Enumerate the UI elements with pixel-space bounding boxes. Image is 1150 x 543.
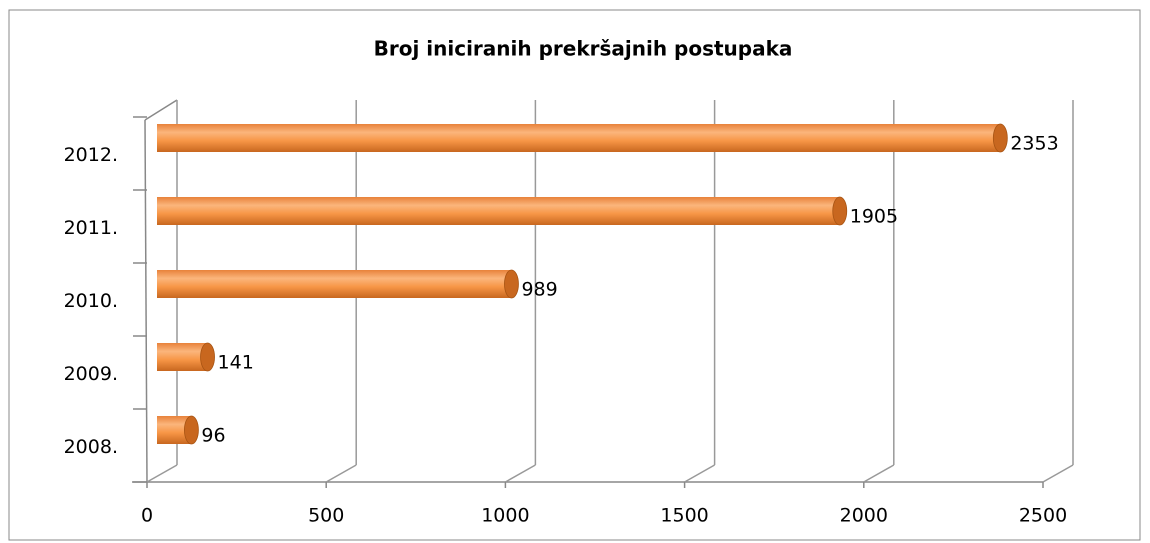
value-label: 1905 — [850, 206, 898, 228]
x-tick-label: 1000 — [481, 505, 529, 527]
bar — [157, 270, 512, 298]
y-tick-label: 2010. — [64, 290, 118, 312]
x-tick-label: 1500 — [660, 505, 708, 527]
x-tick-label: 0 — [141, 505, 153, 527]
grid-line — [684, 464, 715, 483]
bar-end — [200, 342, 215, 372]
value-label: 141 — [218, 352, 254, 374]
x-tick-label: 500 — [308, 505, 344, 527]
y-tick-label: 2012. — [64, 144, 118, 166]
bar-end — [992, 123, 1008, 153]
y-tick-label: 2009. — [64, 363, 118, 385]
grid-line — [1042, 464, 1074, 483]
chart-title: Broj iniciranih prekršajnih postupaka — [374, 37, 793, 61]
bar — [157, 343, 208, 371]
left-wall — [144, 119, 148, 483]
grid-line — [863, 464, 895, 483]
grid-line — [325, 464, 357, 483]
left-wall-top — [144, 99, 178, 121]
bar-end — [832, 196, 848, 226]
grid-line — [505, 464, 536, 483]
x-tick-label: 2500 — [1019, 505, 1067, 527]
y-tick-label: 2008. — [64, 436, 118, 458]
value-label: 2353 — [1010, 133, 1058, 155]
value-label: 96 — [201, 425, 225, 447]
y-tick-label: 2011. — [64, 217, 118, 239]
bar — [157, 197, 840, 225]
bar-end — [184, 415, 199, 445]
value-label: 989 — [521, 279, 557, 301]
x-tick-label: 2000 — [840, 505, 888, 527]
grid-line — [146, 464, 178, 483]
bar — [157, 124, 1001, 152]
bar-end — [504, 269, 519, 299]
